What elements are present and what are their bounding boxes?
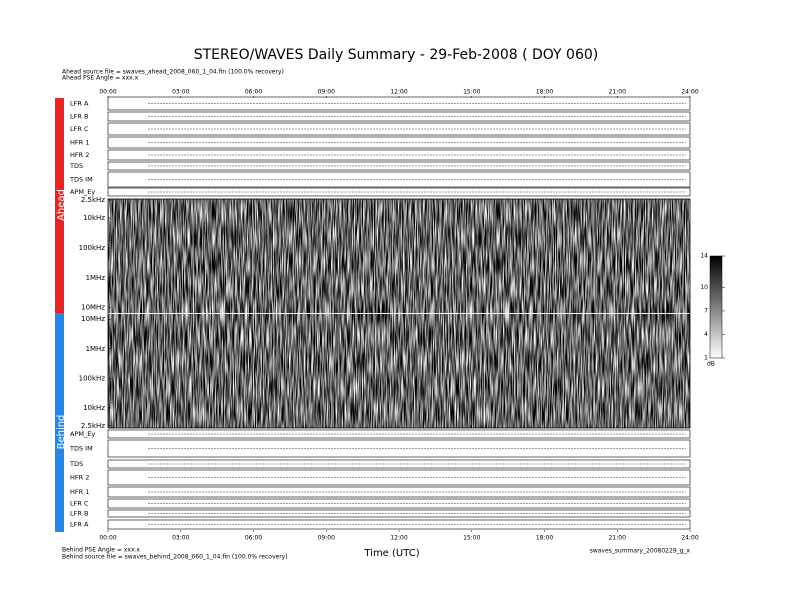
row-panel [107, 171, 691, 188]
x-tick-label: 06:00 [245, 89, 262, 96]
colorbar-tick-label: 14 [700, 253, 708, 260]
ahead-bar [55, 98, 64, 313]
x-tick-label: 03:00 [172, 89, 189, 96]
x-tick-label: 18:00 [536, 535, 553, 542]
header-line: Ahead PSE Angle = xxx.x [62, 75, 139, 82]
behind-spectrogram [108, 314, 690, 428]
row-label: TDS IM [69, 445, 93, 453]
row-label: APM_Ey [70, 430, 95, 438]
y-tick-label: 10MHz [81, 315, 105, 323]
row-panel [107, 486, 691, 498]
row-panel [107, 459, 691, 469]
row-label: APM_Ey [70, 188, 95, 196]
x-tick-label: 00:00 [99, 89, 116, 96]
row-panel [107, 519, 691, 530]
row-panel [107, 149, 691, 161]
y-tick-label: 100kHz [79, 244, 106, 252]
x-tick-label: 18:00 [536, 89, 553, 96]
ahead-label: Ahead [56, 189, 67, 221]
row-panel [107, 136, 691, 149]
x-tick-label: 15:00 [463, 535, 480, 542]
ahead-spectrogram [108, 199, 690, 313]
row-label: LFR C [70, 500, 89, 508]
x-tick-label: 24:00 [681, 535, 698, 542]
y-tick-label: 2.5kHz [81, 196, 105, 204]
row-panel [107, 509, 691, 518]
behind-label: Behind [56, 415, 67, 450]
behind-bar [55, 313, 64, 532]
x-tick-label: 21:00 [609, 535, 626, 542]
row-label: HFR 1 [70, 139, 89, 147]
x-tick-label: 21:00 [609, 89, 626, 96]
x-tick-label: 09:00 [318, 89, 335, 96]
row-label: TDS IM [69, 176, 93, 184]
x-tick-label: 24:00 [681, 89, 698, 96]
colorbar-tick-label: 4 [704, 331, 708, 338]
colorbar-tick-label: 1 [704, 355, 708, 362]
row-panel [107, 498, 691, 509]
title: STEREO/WAVES Daily Summary - 29-Feb-2008… [194, 47, 599, 63]
row-panel [107, 439, 691, 458]
y-tick-label: 10kHz [83, 214, 105, 222]
x-tick-label: 12:00 [390, 535, 407, 542]
row-label: HFR 2 [70, 474, 89, 482]
colorbar [709, 255, 723, 359]
row-panel [107, 122, 691, 136]
colorbar-label: dB [707, 361, 715, 368]
row-panel [107, 429, 691, 439]
y-tick-label: 1MHz [86, 345, 106, 353]
row-panel [107, 469, 691, 486]
y-tick-label: 10kHz [83, 404, 105, 412]
header-line: Ahead source file = swaves_ahead_2008_06… [62, 69, 284, 76]
footer-line: Behind source file = swaves_behind_2008_… [62, 554, 288, 561]
row-label: LFR B [70, 113, 88, 121]
row-panel [107, 96, 691, 111]
row-label: TDS [69, 460, 83, 468]
row-label: HFR 1 [70, 488, 89, 496]
row-label: LFR C [70, 125, 89, 133]
row-panel [107, 161, 691, 171]
x-tick-label: 06:00 [245, 535, 262, 542]
row-label: LFR A [70, 521, 89, 529]
x-tick-label: 09:00 [318, 535, 335, 542]
row-label: LFR A [70, 100, 89, 108]
y-tick-label: 1MHz [86, 274, 106, 282]
x-tick-label: 03:00 [172, 535, 189, 542]
row-panel [107, 187, 691, 197]
row-panel [107, 111, 691, 122]
x-tick-label: 12:00 [390, 89, 407, 96]
x-tick-label: 00:00 [99, 535, 116, 542]
row-label: HFR 2 [70, 151, 89, 159]
y-tick-label: 10MHz [81, 304, 105, 312]
y-tick-label: 100kHz [79, 374, 106, 382]
product-name: swaves_summary_20080229_g_x [590, 548, 691, 555]
row-label: LFR B [70, 510, 88, 518]
x-tick-label: 15:00 [463, 89, 480, 96]
colorbar-tick-label: 10 [700, 284, 708, 291]
y-tick-label: 2.5kHz [81, 422, 105, 430]
footer-line: Behind PSE Angle = xxx.x [62, 547, 140, 554]
row-label: TDS [69, 162, 83, 170]
colorbar-tick-label: 7 [704, 307, 708, 314]
x-axis-label: Time (UTC) [363, 548, 419, 559]
